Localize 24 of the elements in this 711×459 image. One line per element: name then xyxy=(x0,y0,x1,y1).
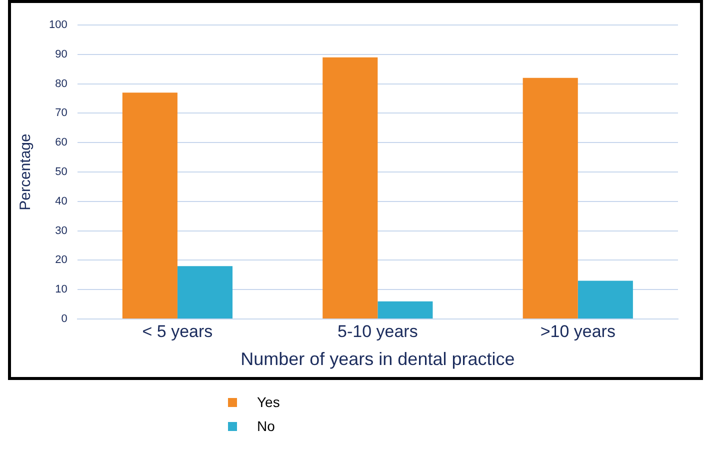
bar xyxy=(522,78,578,318)
y-tick-label: 70 xyxy=(55,107,68,120)
legend-label: Yes xyxy=(257,394,280,410)
bar xyxy=(378,301,433,318)
bar xyxy=(578,280,633,318)
x-axis-title: Number of years in dental practice xyxy=(240,349,515,370)
bar xyxy=(322,57,378,318)
y-tick-label: 60 xyxy=(55,136,68,149)
y-tick-label: 80 xyxy=(55,78,68,90)
bar xyxy=(177,266,233,318)
y-tick-label: 90 xyxy=(55,48,68,60)
y-tick-label: 0 xyxy=(61,313,68,326)
x-tick-label: 5-10 years xyxy=(338,322,418,341)
y-tick-label: 30 xyxy=(55,224,68,237)
y-axis-title: Percentage xyxy=(17,134,34,210)
legend-label: No xyxy=(257,418,275,434)
x-tick-label: < 5 years xyxy=(142,322,213,341)
y-tick-label: 40 xyxy=(55,195,68,208)
y-tick-label: 100 xyxy=(48,19,68,32)
bar xyxy=(122,92,178,318)
y-tick-label: 50 xyxy=(55,166,68,178)
y-tick-label: 20 xyxy=(55,254,68,266)
x-tick-label: >10 years xyxy=(540,322,616,341)
y-tick-label: 10 xyxy=(55,284,68,296)
